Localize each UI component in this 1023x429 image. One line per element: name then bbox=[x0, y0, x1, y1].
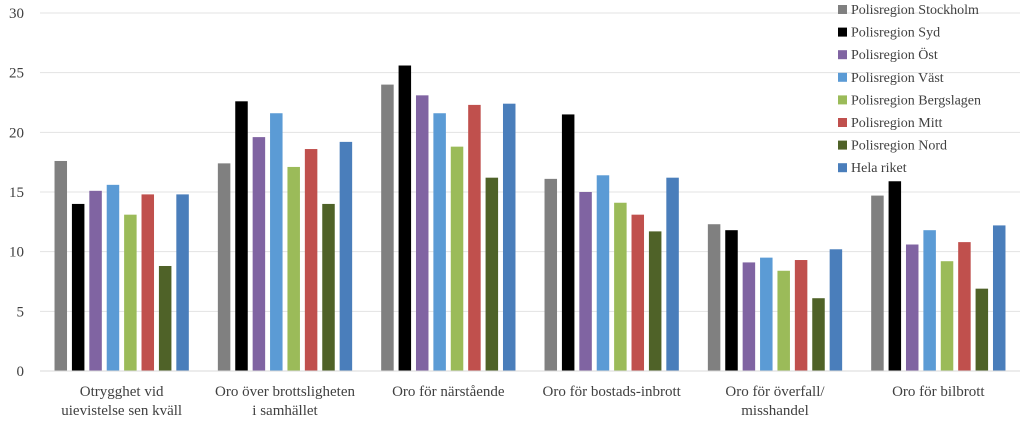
x-category-label: Otrygghet vid bbox=[80, 384, 164, 400]
legend-label: Polisregion Nord bbox=[851, 139, 947, 154]
x-category-label: Oro för bilbrott bbox=[892, 384, 985, 400]
x-axis-labels: Otrygghet vid uievistelse sen kväll Oro öv… bbox=[61, 384, 985, 419]
x-category-label: i samhället bbox=[252, 403, 318, 419]
y-tick-label: 30 bbox=[9, 6, 24, 22]
bar bbox=[666, 177, 679, 371]
bar bbox=[398, 65, 412, 371]
bar bbox=[742, 262, 756, 371]
legend-swatch bbox=[838, 118, 847, 127]
legend-swatch bbox=[838, 163, 847, 173]
gridlines bbox=[40, 12, 1020, 312]
bar bbox=[485, 177, 499, 371]
bar bbox=[252, 137, 266, 371]
bar bbox=[381, 84, 394, 371]
legend-label: Polisregion Syd bbox=[851, 26, 940, 41]
legend-swatch bbox=[838, 95, 847, 105]
bar bbox=[502, 103, 516, 371]
bar bbox=[158, 265, 172, 371]
legend-label: Polisregion Öst bbox=[851, 46, 938, 63]
bar bbox=[89, 190, 102, 371]
bar bbox=[217, 163, 231, 371]
bars bbox=[54, 65, 1006, 372]
legend-label: Hela riket bbox=[851, 161, 907, 176]
bar bbox=[106, 184, 120, 371]
bar bbox=[596, 175, 610, 371]
bar bbox=[141, 194, 155, 371]
bar bbox=[415, 95, 429, 371]
legend: Polisregion Stockholm Polisregion Syd Poli… bbox=[838, 3, 981, 176]
bar bbox=[561, 114, 575, 372]
y-tick-label: 15 bbox=[9, 185, 24, 201]
y-tick-label: 10 bbox=[9, 245, 24, 261]
bar bbox=[940, 261, 954, 371]
y-axis-ticks: 0 5 10 15 20 25 30 bbox=[9, 6, 24, 380]
bar bbox=[777, 270, 790, 371]
bar bbox=[433, 113, 446, 372]
bar bbox=[287, 166, 300, 371]
y-tick-label: 20 bbox=[9, 125, 24, 141]
legend-label: Polisregion Stockholm bbox=[851, 3, 979, 18]
x-category-label: Oro för överfall/ bbox=[725, 384, 825, 400]
bar bbox=[888, 181, 902, 371]
legend-swatch bbox=[838, 5, 847, 14]
bar bbox=[450, 146, 464, 371]
legend-swatch bbox=[838, 140, 847, 150]
bar bbox=[631, 214, 645, 371]
bar bbox=[829, 249, 843, 371]
x-category-label: Oro för bostads-inbrott bbox=[543, 384, 682, 400]
y-tick-label: 0 bbox=[17, 364, 25, 380]
bar bbox=[794, 260, 808, 371]
bar bbox=[71, 203, 85, 371]
bar bbox=[614, 202, 627, 371]
legend-label: Polisregion Mitt bbox=[851, 116, 943, 131]
bar bbox=[725, 230, 738, 371]
legend-swatch bbox=[838, 72, 847, 82]
x-category-label: misshandel bbox=[741, 403, 809, 419]
bar bbox=[958, 242, 971, 371]
bar bbox=[124, 214, 137, 371]
bar bbox=[176, 194, 189, 371]
bar bbox=[975, 288, 989, 371]
bar bbox=[648, 231, 662, 371]
bar bbox=[923, 230, 936, 371]
bar bbox=[905, 244, 919, 371]
y-tick-label: 25 bbox=[9, 66, 24, 82]
bar bbox=[339, 141, 353, 371]
bar bbox=[760, 257, 773, 371]
bar bbox=[579, 192, 592, 371]
bar bbox=[544, 178, 558, 371]
bar bbox=[322, 203, 335, 371]
x-category-label: Oro över brottsligheten bbox=[215, 384, 355, 400]
x-category-label: uievistelse sen kväll bbox=[61, 403, 182, 419]
bar bbox=[270, 113, 283, 372]
bar bbox=[468, 104, 481, 371]
bar bbox=[812, 298, 825, 371]
bar bbox=[54, 160, 68, 371]
legend-label: Polisregion Bergslagen bbox=[851, 93, 981, 108]
bar bbox=[707, 224, 721, 371]
legend-swatch bbox=[838, 27, 847, 37]
y-tick-label: 5 bbox=[17, 304, 25, 320]
legend-swatch bbox=[838, 50, 847, 60]
bar bbox=[304, 149, 318, 371]
x-category-label: Oro för närstående bbox=[392, 384, 505, 400]
bar bbox=[235, 101, 248, 371]
bar bbox=[992, 225, 1006, 371]
legend-label: Polisregion Väst bbox=[851, 71, 944, 86]
bar bbox=[871, 195, 884, 371]
